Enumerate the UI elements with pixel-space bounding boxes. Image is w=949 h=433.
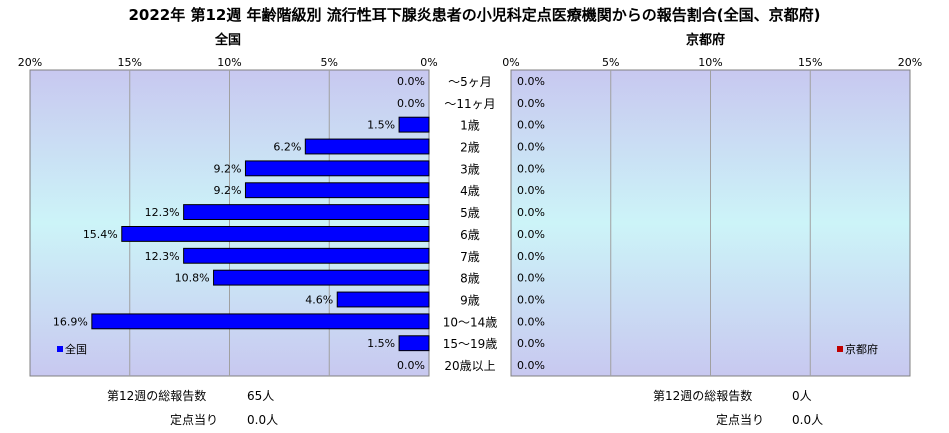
- national-data-label: 4.6%: [305, 294, 333, 307]
- national-bar: [304, 138, 430, 155]
- national-data-label: 6.2%: [273, 141, 301, 154]
- national-tick-label: 20%: [18, 56, 42, 69]
- national-legend-swatch: [57, 346, 63, 352]
- national-bar: [183, 247, 430, 264]
- age-category-label: ～5ヶ月: [448, 75, 492, 89]
- national-bar: [91, 313, 430, 330]
- national-bar: [398, 116, 430, 133]
- kyoto-data-label: 0.0%: [517, 75, 545, 88]
- age-category-label: 1歳: [460, 119, 480, 133]
- kyoto-data-label: 0.0%: [517, 250, 545, 263]
- kyoto-tick-label: 5%: [602, 56, 619, 69]
- kyoto-total-label: 第12週の総報告数: [653, 389, 753, 403]
- chart-title: 2022年 第12週 年齢階級別 流行性耳下腺炎患者の小児科定点医療機関からの報…: [128, 6, 821, 24]
- kyoto-data-label: 0.0%: [517, 162, 545, 175]
- kyoto-tick-label: 0%: [502, 56, 519, 69]
- national-panel-title: 全国: [215, 33, 242, 48]
- age-category-label: 5歳: [460, 206, 480, 220]
- age-category-label: 6歳: [460, 228, 480, 242]
- kyoto-data-label: 0.0%: [517, 206, 545, 219]
- kyoto-tick-label: 20%: [898, 56, 922, 69]
- age-category-label: ～11ヶ月: [444, 97, 495, 111]
- kyoto-panel-title: 京都府: [686, 33, 726, 48]
- national-tick-label: 15%: [118, 56, 142, 69]
- kyoto-tick-label: 10%: [698, 56, 722, 69]
- national-bar: [244, 160, 430, 177]
- national-data-label: 10.8%: [175, 272, 210, 285]
- national-data-label: 1.5%: [367, 119, 395, 132]
- national-tick-label: 0%: [420, 56, 437, 69]
- national-data-label: 1.5%: [367, 337, 395, 350]
- national-total-label: 第12週の総報告数: [107, 389, 207, 403]
- kyoto-legend-label: 京都府: [845, 342, 878, 356]
- national-bar: [183, 204, 430, 221]
- kyoto-data-label: 0.0%: [517, 359, 545, 372]
- national-tick-label: 5%: [321, 56, 338, 69]
- kyoto-data-label: 0.0%: [517, 184, 545, 197]
- national-data-label: 0.0%: [397, 97, 425, 110]
- national-legend-label: 全国: [65, 342, 87, 356]
- national-total-value: 65人: [247, 389, 275, 403]
- age-category-label: 8歳: [460, 272, 480, 286]
- age-category-label: 9歳: [460, 294, 480, 308]
- kyoto-data-label: 0.0%: [517, 337, 545, 350]
- kyoto-tick-label: 15%: [798, 56, 822, 69]
- national-data-label: 15.4%: [83, 228, 118, 241]
- kyoto-data-label: 0.0%: [517, 97, 545, 110]
- kyoto-data-label: 0.0%: [517, 119, 545, 132]
- national-data-label: 16.9%: [53, 315, 88, 328]
- national-per-value: 0.0人: [247, 413, 279, 427]
- age-category-label: 20歳以上: [444, 359, 495, 373]
- national-bar: [398, 335, 430, 352]
- kyoto-data-label: 0.0%: [517, 315, 545, 328]
- age-category-label: 2歳: [460, 141, 480, 155]
- kyoto-data-label: 0.0%: [517, 141, 545, 154]
- national-data-label: 12.3%: [145, 250, 180, 263]
- age-category-label: 4歳: [460, 184, 480, 198]
- kyoto-per-label: 定点当り: [716, 413, 765, 427]
- age-category-label: 10～14歳: [443, 315, 498, 329]
- national-data-label: 0.0%: [397, 359, 425, 372]
- kyoto-total-value: 0人: [792, 389, 812, 403]
- national-bar: [213, 269, 430, 286]
- national-per-label: 定点当り: [170, 413, 219, 427]
- national-tick-label: 10%: [217, 56, 241, 69]
- kyoto-data-label: 0.0%: [517, 228, 545, 241]
- kyoto-data-label: 0.0%: [517, 294, 545, 307]
- national-bar: [121, 225, 430, 242]
- kyoto-per-value: 0.0人: [792, 413, 824, 427]
- national-data-label: 0.0%: [397, 75, 425, 88]
- kyoto-data-label: 0.0%: [517, 272, 545, 285]
- age-category-label: 15～19歳: [443, 337, 498, 351]
- national-bar: [244, 182, 430, 199]
- national-bar: [336, 291, 430, 308]
- age-category-label: 3歳: [460, 162, 480, 176]
- age-category-label: 7歳: [460, 250, 480, 264]
- national-data-label: 12.3%: [145, 206, 180, 219]
- national-data-label: 9.2%: [214, 162, 242, 175]
- national-data-label: 9.2%: [214, 184, 242, 197]
- kyoto-legend-swatch: [837, 346, 843, 352]
